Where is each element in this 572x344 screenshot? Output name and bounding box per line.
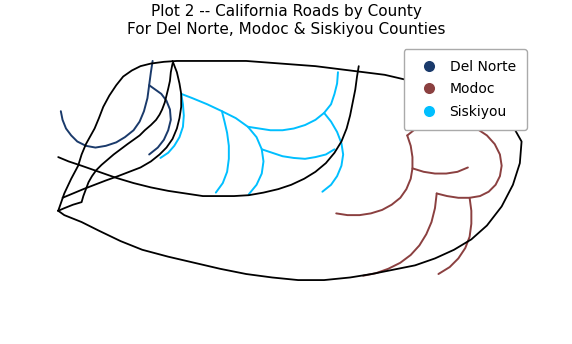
Title: Plot 2 -- California Roads by County
For Del Norte, Modoc & Siskiyou Counties: Plot 2 -- California Roads by County For… [127,4,445,36]
Legend: Del Norte, Modoc, Siskiyou: Del Norte, Modoc, Siskiyou [404,49,527,130]
